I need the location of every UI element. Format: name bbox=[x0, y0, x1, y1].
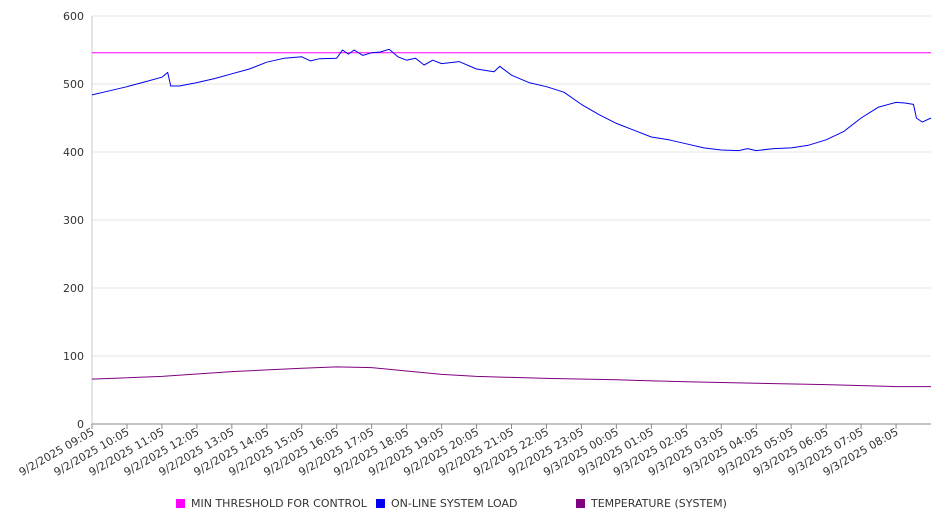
legend-item-temperature[interactable]: TEMPERATURE (SYSTEM) bbox=[576, 497, 727, 510]
legend-label-temperature: TEMPERATURE (SYSTEM) bbox=[591, 497, 727, 510]
y-tick-label: 200 bbox=[63, 282, 84, 295]
grid-lines bbox=[92, 15, 931, 357]
axes bbox=[91, 16, 931, 429]
legend: MIN THRESHOLD FOR CONTROL ON-LINE SYSTEM… bbox=[0, 497, 946, 517]
y-tick-label: 100 bbox=[63, 350, 84, 363]
y-tick-label: 300 bbox=[63, 214, 84, 227]
legend-item-system-load[interactable]: ON-LINE SYSTEM LOAD bbox=[376, 497, 517, 510]
legend-label-threshold: MIN THRESHOLD FOR CONTROL bbox=[191, 497, 367, 510]
temperature-line bbox=[91, 366, 931, 388]
series-lines bbox=[91, 48, 932, 388]
y-tick-label: 600 bbox=[63, 10, 84, 23]
y-tick-labels: 0 100 200 300 400 500 600 bbox=[63, 10, 84, 431]
legend-swatch-threshold bbox=[176, 499, 185, 508]
y-tick-label: 500 bbox=[63, 78, 84, 91]
legend-label-system-load: ON-LINE SYSTEM LOAD bbox=[391, 497, 518, 510]
legend-swatch-temperature bbox=[576, 499, 585, 508]
system-load-line bbox=[91, 48, 932, 152]
y-tick-label: 400 bbox=[63, 146, 84, 159]
legend-swatch-system-load bbox=[376, 499, 385, 508]
y-tick-label: 0 bbox=[77, 418, 84, 431]
x-tick-labels: 9/2/2025 09:059/2/2025 10:059/2/2025 11:… bbox=[17, 425, 901, 479]
legend-item-threshold[interactable]: MIN THRESHOLD FOR CONTROL bbox=[176, 497, 367, 510]
